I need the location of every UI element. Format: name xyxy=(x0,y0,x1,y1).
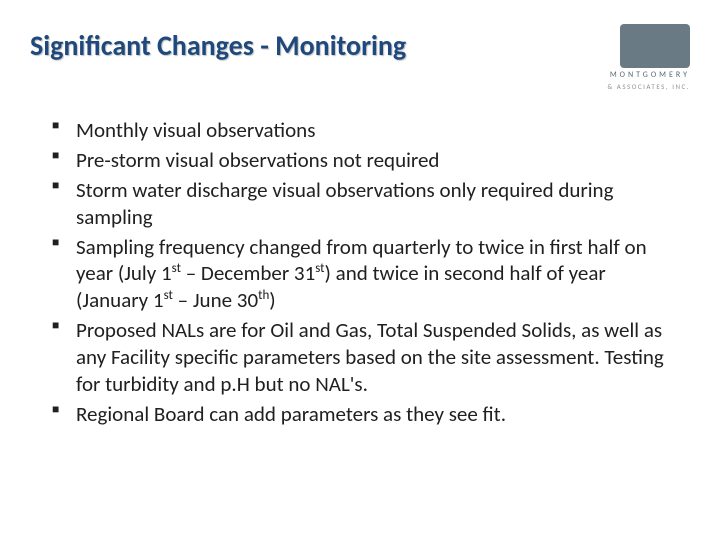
logo-sub: & ASSOCIATES, INC. xyxy=(607,82,690,91)
bullet-item: Monthly visual observations xyxy=(76,117,680,144)
bullet-item: Regional Board can add parameters as the… xyxy=(76,401,680,428)
bullet-item: Pre-storm visual observations not requir… xyxy=(76,147,680,174)
slide-title: Significant Changes - Monitoring xyxy=(30,24,406,62)
slide: Significant Changes - Monitoring MONTGOM… xyxy=(0,0,720,540)
header-row: Significant Changes - Monitoring MONTGOM… xyxy=(30,24,690,91)
company-logo: MONTGOMERY & ASSOCIATES, INC. xyxy=(607,24,690,91)
logo-mark-icon xyxy=(620,24,690,68)
bullet-list: Monthly visual observations Pre-storm vis… xyxy=(30,117,690,428)
bullet-item: Proposed NALs are for Oil and Gas, Total… xyxy=(76,317,680,398)
bullet-item: Sampling frequency changed from quarterl… xyxy=(76,234,680,315)
logo-name: MONTGOMERY xyxy=(610,70,690,80)
bullet-item: Storm water discharge visual observation… xyxy=(76,177,680,231)
